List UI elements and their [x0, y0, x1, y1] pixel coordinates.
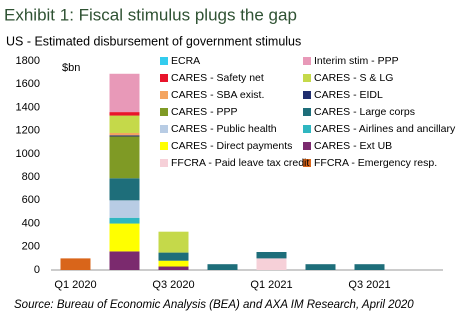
legend-label: CARES - S & LG: [314, 72, 393, 84]
legend-label: FFCRA - Paid leave tax credit: [171, 157, 309, 169]
legend-swatch: [303, 142, 311, 150]
chart-title: Exhibit 1: Fiscal stimulus plugs the gap: [4, 5, 297, 24]
legend-label: ECRA: [171, 55, 200, 67]
y-tick-label: 1200: [16, 125, 40, 137]
legend-label: CARES - SBA exist.: [171, 89, 264, 101]
legend-label: CARES - Public health: [171, 123, 277, 135]
bar-segment: [109, 200, 140, 218]
legend-swatch: [303, 57, 311, 65]
x-tick-label: Q1 2020: [54, 279, 96, 291]
legend-label: FFCRA - Emergency resp.: [314, 157, 437, 169]
bar-segment: [109, 223, 140, 252]
bar-segment: [109, 132, 140, 136]
legend-swatch: [303, 125, 311, 133]
legend-label: CARES - Safety net: [171, 72, 264, 84]
bar-segment: [109, 136, 140, 179]
bar-segment: [109, 112, 140, 116]
legend-label: Interim stim - PPP: [314, 55, 399, 67]
bar-segment: [109, 251, 140, 270]
legend-swatch: [303, 108, 311, 116]
legend-label: CARES - PPP: [171, 106, 238, 118]
legend-swatch: [160, 91, 168, 99]
bar-segment: [305, 264, 336, 270]
bar-segment: [109, 178, 140, 201]
bar-segment: [158, 260, 189, 267]
x-tick-label: Q1 2021: [250, 279, 292, 291]
legend-swatch: [160, 142, 168, 150]
bar-segment: [158, 252, 189, 261]
y-tick-label: 400: [22, 217, 40, 229]
bar-segment: [256, 258, 287, 270]
y-tick-label: 600: [22, 194, 40, 206]
legend-label: CARES - Large corps: [314, 106, 415, 118]
bar-segment: [207, 264, 238, 270]
legend-swatch: [160, 108, 168, 116]
x-tick-label: Q3 2020: [152, 279, 194, 291]
bar-segment: [158, 231, 189, 253]
x-tick-label: Q3 2021: [348, 279, 390, 291]
legend-swatch: [303, 91, 311, 99]
bar-segment: [109, 217, 140, 224]
legend-label: CARES - Airlines and ancillary: [314, 123, 456, 135]
y-tick-label: 200: [22, 241, 40, 253]
bar-segment: [158, 266, 189, 270]
bar-segment: [109, 135, 140, 137]
y-tick-label: 800: [22, 171, 40, 183]
legend-swatch: [303, 159, 311, 167]
y-tick-label: 1800: [16, 55, 40, 67]
y-tick-label: 1400: [16, 101, 40, 113]
y-axis-label: $bn: [62, 62, 80, 74]
bar-segment: [354, 264, 385, 270]
bar-segment: [109, 115, 140, 133]
y-tick-label: 1600: [16, 78, 40, 90]
legend-swatch: [160, 74, 168, 82]
legend-label: CARES - Ext UB: [314, 140, 392, 152]
legend-swatch: [160, 57, 168, 65]
legend-swatch: [160, 159, 168, 167]
bar-segment: [109, 73, 140, 113]
y-tick-label: 0: [34, 264, 40, 276]
legend-label: CARES - EIDL: [314, 89, 383, 101]
legend-label: CARES - Direct payments: [171, 140, 292, 152]
bar-segment: [256, 252, 287, 259]
source-note: Source: Bureau of Economic Analysis (BEA…: [14, 299, 414, 311]
bar-segment: [60, 258, 91, 270]
y-tick-label: 1000: [16, 148, 40, 160]
legend-swatch: [160, 125, 168, 133]
legend-swatch: [303, 74, 311, 82]
chart-subtitle: US - Estimated disbursement of governmen…: [6, 34, 301, 48]
